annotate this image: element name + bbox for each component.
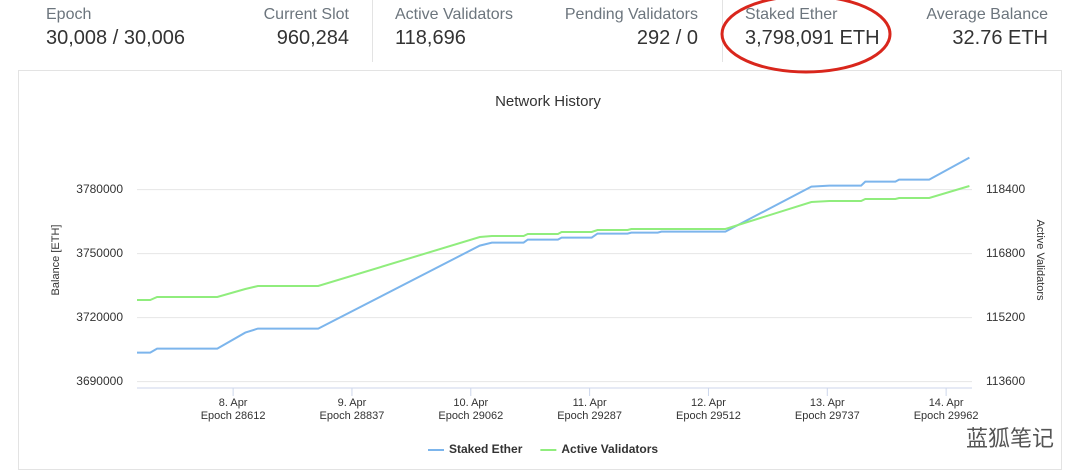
stat-average: Average Balance 32.76 ETH: [926, 6, 1048, 50]
x-tick-label: 11. Apr: [573, 397, 607, 409]
y-tick-label: 3750000: [76, 246, 123, 260]
x-tick-label: 13. Apr: [810, 397, 845, 409]
stat-label: Pending Validators: [564, 6, 698, 23]
x-tick-label: 9. Apr: [338, 397, 367, 409]
x-tick-sublabel: Epoch 29512: [676, 410, 741, 422]
stat-value: 960,284: [276, 27, 349, 49]
x-tick-sublabel: Epoch 29962: [914, 410, 979, 422]
series-line: [137, 185, 970, 301]
x-tick-sublabel: Epoch 28837: [320, 410, 385, 422]
y2-tick-label: 116800: [986, 246, 1025, 260]
x-tick-label: 10. Apr: [453, 397, 488, 409]
x-tick-sublabel: Epoch 29062: [438, 410, 503, 422]
y-axis-title: Balance [ETH]: [50, 225, 62, 296]
stat-active: Active Validators 118,696: [395, 6, 513, 50]
stat-epoch: Epoch 30,008 / 30,006: [46, 6, 185, 50]
stat-value: 3,798,091 ETH: [745, 27, 880, 49]
y2-tick-label: 118400: [986, 182, 1025, 196]
stat-label: Epoch: [46, 6, 92, 23]
y-tick-label: 3690000: [76, 374, 123, 388]
stat-label: Current Slot: [263, 6, 349, 23]
x-tick-sublabel: Epoch 29737: [795, 410, 860, 422]
stat-staked: Staked Ether 3,798,091 ETH: [745, 6, 880, 50]
x-tick-sublabel: Epoch 29287: [557, 410, 622, 422]
page: Epoch 30,008 / 30,006 Current Slot 960,284…: [18, 0, 1062, 470]
stat-label: Staked Ether: [745, 6, 838, 23]
x-tick-label: 12. Apr: [691, 397, 726, 409]
stat-slot: Current Slot 960,284: [264, 6, 349, 50]
stat-value: 32.76 ETH: [952, 27, 1048, 49]
separator: [372, 0, 373, 62]
chart: Network History Balance [ETH] Active Val…: [50, 0, 1054, 456]
stat-value: 118,696: [395, 27, 466, 49]
stat-label: Active Validators: [395, 6, 513, 23]
highlight-circle: [720, 0, 892, 74]
y-tick-label: 3780000: [76, 182, 123, 196]
stat-label: Average Balance: [926, 6, 1048, 23]
stat-value: 292 / 0: [636, 27, 698, 49]
stat-value: 30,008 / 30,006: [46, 27, 186, 49]
y-tick-label: 3720000: [76, 310, 123, 324]
y2-axis-title: Active Validators: [1034, 219, 1046, 301]
chart-title: Network History: [495, 93, 601, 110]
y2-tick-label: 115200: [986, 310, 1025, 324]
y2-tick-label: 113600: [986, 374, 1025, 388]
legend-label: Staked Ether: [449, 442, 523, 456]
watermark: 蓝狐笔记: [966, 426, 1054, 451]
legend-label: Active Validators: [561, 442, 658, 456]
series-line: [137, 156, 970, 354]
stat-pending: Pending Validators 292 / 0: [565, 6, 698, 50]
x-tick-label: 14. Apr: [929, 397, 964, 409]
x-tick-label: 8. Apr: [219, 397, 248, 409]
x-tick-sublabel: Epoch 28612: [201, 410, 266, 422]
